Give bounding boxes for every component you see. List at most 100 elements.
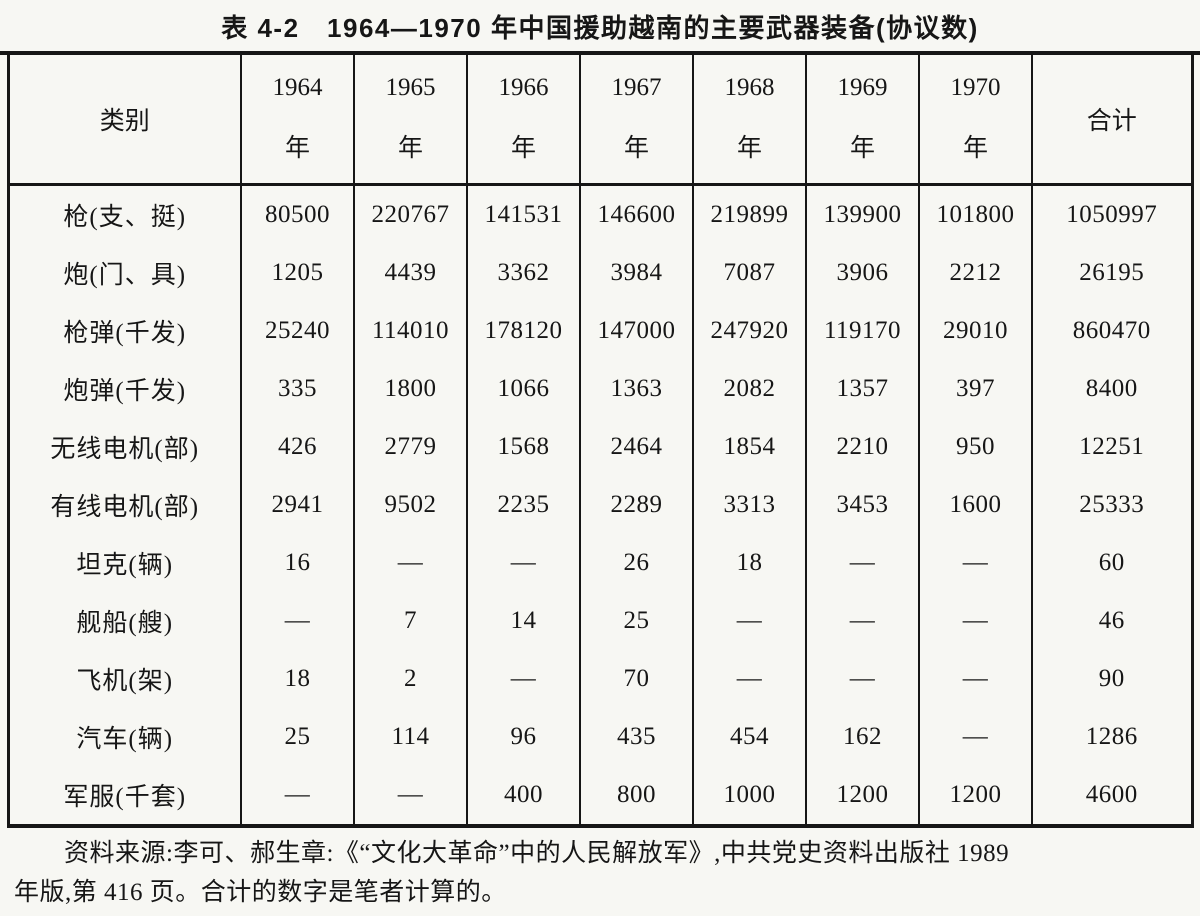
value-cell: — [918, 708, 1033, 766]
value-cell: 2082 [692, 360, 807, 418]
value-cell: 3313 [692, 476, 807, 534]
table-row: 枪弹(千发) 25240 114010 178120 147000 247920 11917… [7, 302, 1193, 360]
row-label: 有线电机(部) [7, 476, 242, 534]
total-cell: 12251 [1031, 418, 1193, 476]
total-cell: 1050997 [1031, 184, 1193, 244]
value-cell: 4439 [353, 244, 468, 302]
value-cell: 3362 [466, 244, 581, 302]
source-note: 资料来源:李可、郝生章:《“文化大革命”中的人民解放军》,中共党史资料出版社 1… [14, 834, 1186, 912]
value-cell: 1357 [805, 360, 920, 418]
table-row: 枪(支、挺) 80500 220767 141531 146600 219899 13990… [7, 184, 1193, 244]
value-cell: 146600 [579, 184, 694, 244]
table-row: 有线电机(部) 2941 9502 2235 2289 3313 3453 1600 25333 [7, 476, 1193, 534]
header-year-1965: 1965 年 [353, 55, 468, 186]
value-cell: 114 [353, 708, 468, 766]
value-cell: — [240, 766, 355, 826]
value-cell: 139900 [805, 184, 920, 244]
value-cell: 14 [466, 592, 581, 650]
source-note-line1: 资料来源:李可、郝生章:《“文化大革命”中的人民解放军》,中共党史资料出版社 1… [64, 840, 1010, 867]
value-cell: 435 [579, 708, 694, 766]
value-cell: 454 [692, 708, 807, 766]
value-cell: 2941 [240, 476, 355, 534]
year-label: 1969 [837, 74, 888, 101]
year-label: 1968 [724, 74, 775, 101]
value-cell: 114010 [353, 302, 468, 360]
value-cell: — [918, 650, 1033, 708]
row-label: 汽车(辆) [7, 708, 242, 766]
row-label: 炮弹(千发) [7, 360, 242, 418]
value-cell: 1568 [466, 418, 581, 476]
year-label: 1966 [498, 74, 549, 101]
year-suffix: 年 [510, 135, 536, 162]
value-cell: 141531 [466, 184, 581, 244]
year-suffix: 年 [623, 135, 649, 162]
value-cell: 70 [579, 650, 694, 708]
year-suffix: 年 [962, 135, 988, 162]
header-year-1967: 1967 年 [579, 55, 694, 186]
value-cell: 18 [240, 650, 355, 708]
value-cell: 18 [692, 534, 807, 592]
header-year-1964: 1964 年 [240, 55, 355, 186]
value-cell: 101800 [918, 184, 1033, 244]
row-label: 军服(千套) [7, 766, 242, 826]
value-cell: 400 [466, 766, 581, 826]
value-cell: 25240 [240, 302, 355, 360]
value-cell: 162 [805, 708, 920, 766]
header-total: 合计 [1031, 55, 1193, 186]
value-cell: — [805, 650, 920, 708]
value-cell: 1205 [240, 244, 355, 302]
value-cell: 397 [918, 360, 1033, 418]
total-cell: 1286 [1031, 708, 1193, 766]
horizontal-rule-top [0, 51, 1200, 55]
row-label: 无线电机(部) [7, 418, 242, 476]
value-cell: — [353, 534, 468, 592]
year-suffix: 年 [397, 135, 423, 162]
value-cell: — [692, 650, 807, 708]
value-cell: 1000 [692, 766, 807, 826]
year-suffix: 年 [284, 135, 310, 162]
value-cell: 247920 [692, 302, 807, 360]
value-cell: 335 [240, 360, 355, 418]
table-row: 军服(千套) — —400 800 1000 1200 1200 4600 [7, 766, 1193, 826]
value-cell: 1200 [918, 766, 1033, 826]
value-cell: — [918, 592, 1033, 650]
year-label: 1965 [385, 74, 436, 101]
header-row: 类别 1964 年 1965 年 1966 年 [7, 55, 1193, 186]
value-cell: — [466, 534, 581, 592]
value-cell: 3906 [805, 244, 920, 302]
value-cell: 26 [579, 534, 694, 592]
value-cell: 2235 [466, 476, 581, 534]
row-label: 飞机(架) [7, 650, 242, 708]
total-cell: 25333 [1031, 476, 1193, 534]
table-row: 坦克(辆) 16— —26 18— —60 [7, 534, 1193, 592]
value-cell: 1066 [466, 360, 581, 418]
value-cell: 219899 [692, 184, 807, 244]
header-year-1966: 1966 年 [466, 55, 581, 186]
table-row: 飞机(架) 18 2—70— — —90 [7, 650, 1193, 708]
value-cell: 1600 [918, 476, 1033, 534]
year-suffix: 年 [736, 135, 762, 162]
value-cell: — [353, 766, 468, 826]
total-cell: 8400 [1031, 360, 1193, 418]
value-cell: — [805, 592, 920, 650]
source-note-line2: 年版,第 416 页。合计的数字是笔者计算的。 [14, 879, 507, 906]
value-cell: 96 [466, 708, 581, 766]
value-cell: — [240, 592, 355, 650]
value-cell: 3453 [805, 476, 920, 534]
value-cell: 1363 [579, 360, 694, 418]
value-cell: 2779 [353, 418, 468, 476]
value-cell: 950 [918, 418, 1033, 476]
year-suffix: 年 [849, 135, 875, 162]
total-cell: 46 [1031, 592, 1193, 650]
value-cell: 25 [240, 708, 355, 766]
year-label: 1964 [272, 74, 323, 101]
weapons-aid-table: 类别 1964 年 1965 年 1966 年 [6, 55, 1194, 828]
total-cell: 60 [1031, 534, 1193, 592]
value-cell: 1800 [353, 360, 468, 418]
value-cell: — [805, 534, 920, 592]
value-cell: 147000 [579, 302, 694, 360]
table-row: 无线电机(部) 426 2779 1568 2464 1854 2210 950 12251 [7, 418, 1193, 476]
table-row: 炮(门、具) 1205 4439 3362 3984 7087 3906 2212 26195 [7, 244, 1193, 302]
value-cell: 2210 [805, 418, 920, 476]
